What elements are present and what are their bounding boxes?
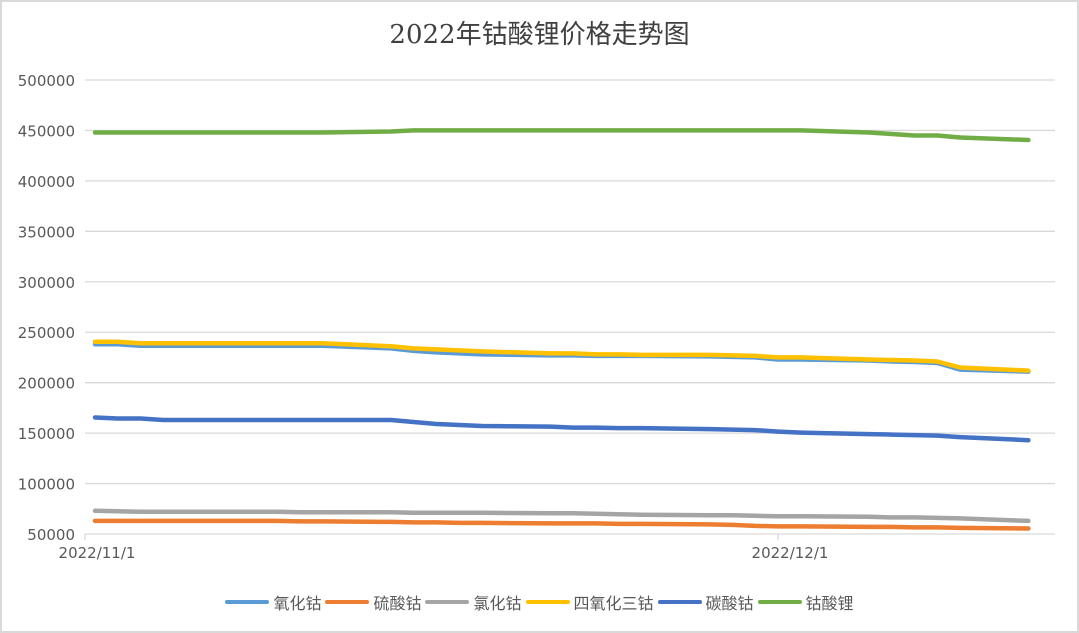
x-tick-label: 2022/12/1 — [752, 544, 829, 562]
series-line-碳酸钴 — [92, 415, 1031, 443]
y-tick-label: 250000 — [18, 324, 75, 342]
legend-item[interactable]: 氧化钴 — [225, 590, 321, 614]
series-line-四氧化三钴 — [92, 339, 1031, 373]
legend-swatch-icon — [225, 600, 270, 604]
series-line-钴酸锂 — [92, 128, 1031, 143]
y-tick-label: 150000 — [18, 425, 75, 443]
legend-label: 硫酸钴 — [373, 594, 422, 613]
y-tick-label: 450000 — [18, 122, 75, 140]
y-tick-label: 50000 — [27, 526, 75, 544]
chart-title: 2022年钴酸锂价格走势图 — [389, 20, 690, 50]
y-tick-label: 500000 — [18, 72, 75, 90]
legend-item[interactable]: 钴酸锂 — [757, 590, 854, 614]
legend-swatch-icon — [757, 600, 802, 604]
legend: 氧化钴 硫酸钴 氯化钴 四氧化三钴 碳酸钴 钴酸锂 — [0, 590, 1079, 614]
legend-swatch-icon — [425, 600, 470, 604]
legend-label: 四氧化三钴 — [573, 594, 654, 613]
legend-label: 碳酸钴 — [705, 594, 754, 613]
legend-swatch-icon — [325, 600, 370, 604]
y-tick-label: 200000 — [18, 375, 75, 393]
legend-item[interactable]: 四氧化三钴 — [525, 590, 654, 614]
y-tick-label: 300000 — [18, 274, 75, 292]
legend-swatch-icon — [657, 600, 702, 604]
series-lines — [92, 128, 1031, 531]
y-tick-label: 400000 — [18, 173, 75, 191]
legend-label: 氧化钴 — [273, 594, 322, 613]
legend-item[interactable]: 碳酸钴 — [657, 590, 754, 614]
series-line-氯化钴 — [92, 508, 1031, 524]
y-tick-label: 350000 — [18, 223, 75, 241]
legend-swatch-icon — [525, 600, 570, 604]
legend-label: 氯化钴 — [473, 594, 522, 613]
y-tick-label: 100000 — [18, 476, 75, 494]
legend-item[interactable]: 氯化钴 — [425, 590, 522, 614]
x-axis: 2022/11/1 2022/12/1 — [59, 533, 1055, 562]
gridlines — [85, 79, 1055, 485]
series-line-硫酸钴 — [92, 518, 1031, 531]
x-tick-label: 2022/11/1 — [59, 544, 136, 562]
legend-label: 钴酸锂 — [805, 594, 854, 613]
y-axis: 500000 450000 400000 350000 300000 250000 2000… — [18, 72, 75, 544]
legend-item[interactable]: 硫酸钴 — [325, 590, 421, 614]
